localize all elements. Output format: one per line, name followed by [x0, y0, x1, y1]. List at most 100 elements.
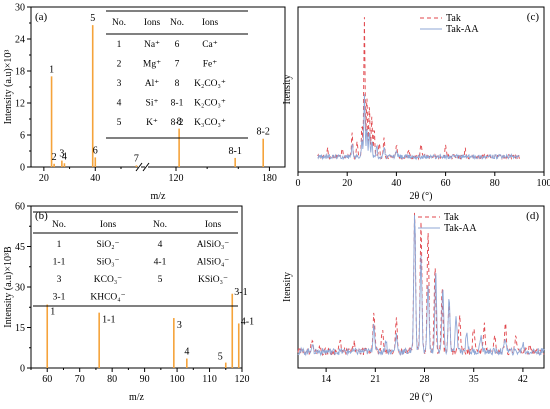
table-cell: SiO₂⁻ [96, 240, 119, 250]
table-cell: K₂CO₃⁺ [194, 79, 226, 89]
table-cell: Si⁺ [146, 99, 159, 109]
peak-label-4: 4 [184, 347, 189, 358]
x-tick-label: 21 [370, 374, 380, 385]
x-axis-label: 2θ (°) [410, 392, 433, 403]
peak-label-1: 1 [50, 307, 55, 318]
x-tick-label: 14 [321, 374, 331, 385]
y-tick-label: 24 [15, 35, 25, 46]
x-tick-label: 60 [441, 178, 451, 189]
legend-label-tak-aa: Tak-AA [444, 223, 477, 234]
x-tick-label: 42 [518, 374, 528, 385]
panel-label-b: (b) [35, 210, 48, 222]
table-cell: AlSiO₃⁻ [197, 240, 230, 250]
x-tick-label: 90 [140, 374, 150, 385]
y-tick-label: 0 [20, 163, 25, 174]
x-tick-label: 40 [90, 173, 100, 184]
axis-break-mark [142, 162, 150, 172]
table-cell: AlSiO₄⁻ [197, 258, 230, 268]
table-cell: Al⁺ [145, 79, 160, 89]
table-cell: 4 [158, 240, 163, 250]
peak-label-4: 4 [62, 151, 67, 162]
table-cell: Fe⁺ [203, 60, 218, 70]
table-cell: KCO₃⁻ [94, 275, 122, 285]
table-cell: 1 [57, 240, 62, 250]
x-tick-label: 100 [537, 178, 550, 189]
x-tick-label: 20 [39, 173, 49, 184]
panel-label-a: (a) [35, 11, 48, 23]
peak-label-5: 5 [90, 13, 95, 24]
table-header: No. [153, 220, 167, 230]
table-header: Ions [144, 18, 161, 28]
table-cell: 1 [117, 40, 122, 50]
table-header: No. [52, 220, 66, 230]
peak-label-3: 3 [59, 149, 64, 160]
table-cell: 3 [57, 275, 62, 285]
y-tick-label: 30 [15, 283, 25, 294]
peak-label-1-1: 1-1 [102, 315, 115, 326]
table-cell: K₃CO₃⁺ [194, 118, 226, 128]
table-cell: 5 [117, 118, 122, 128]
table-header: No. [112, 18, 126, 28]
axis-break-mark [135, 162, 143, 172]
y-axis-label: Intensity (a.u)×10³B [3, 246, 14, 328]
peak-label-3-1: 3-1 [234, 287, 247, 298]
table-header: No. [170, 18, 184, 28]
peak-label-7: 7 [134, 153, 139, 164]
peak-label-3: 3 [177, 320, 182, 331]
table-cell: 7 [175, 60, 180, 70]
plot-frame [297, 205, 545, 369]
peak-label-1: 1 [49, 64, 54, 75]
table-cell: Na⁺ [144, 40, 160, 50]
peak-label-4-1: 4-1 [241, 316, 254, 327]
table-cell: SiO₃⁻ [96, 258, 119, 268]
table-header: Ions [202, 18, 219, 28]
y-tick-label: 12 [15, 99, 25, 110]
table-cell: 6 [175, 40, 180, 50]
x-tick-label: 180 [262, 173, 277, 184]
y-axis-label: Itensity [282, 75, 293, 105]
table-cell: K₂CO₃⁺ [194, 99, 226, 109]
y-axis-label: Intensity (a.u)×10³ [3, 50, 14, 125]
panel-label-d: (d) [526, 210, 539, 222]
y-axis-label: Itensity [282, 272, 293, 302]
x-tick-label: 28 [420, 374, 430, 385]
peak-label-8-2: 8-2 [257, 127, 270, 138]
legend-label-tak: Tak [444, 212, 459, 223]
table-cell: 4 [117, 99, 122, 109]
x-tick-label: 100 [170, 374, 185, 385]
x-axis-label: m/z [151, 191, 167, 202]
peak-label-6: 6 [93, 145, 98, 156]
table-cell: 8-1 [171, 99, 184, 109]
table-cell: 8 [175, 79, 180, 89]
x-tick-label: 110 [202, 374, 217, 385]
y-tick-label: 0 [20, 364, 25, 375]
y-tick-label: 30 [15, 3, 25, 14]
table-cell: K⁺ [146, 118, 158, 128]
table-cell: 8-2 [171, 118, 184, 128]
plot-frame [30, 205, 243, 369]
y-tick-label: 45 [15, 242, 25, 253]
table-cell: KHCO₄⁻ [90, 293, 125, 303]
x-tick-label: 40 [391, 178, 401, 189]
table-cell: 1-1 [53, 258, 66, 268]
plot-frame [297, 6, 545, 173]
x-tick-label: 70 [75, 374, 85, 385]
x-tick-label: 80 [490, 178, 500, 189]
series-line-tak [317, 17, 520, 161]
peak-label-2: 2 [52, 152, 57, 163]
x-tick-label: 20 [342, 178, 352, 189]
x-tick-label: 120 [235, 374, 250, 385]
table-cell: 4-1 [154, 258, 167, 268]
table-cell: 2 [117, 60, 122, 70]
table-cell: Ca⁺ [202, 40, 218, 50]
table-cell: 5 [158, 275, 163, 285]
table-cell: Mg⁺ [143, 60, 161, 70]
table-cell: 3 [117, 79, 122, 89]
peak-label-5: 5 [218, 352, 223, 363]
x-axis-label: m/z [129, 392, 145, 403]
table-header: Ions [205, 220, 222, 230]
legend-label-tak-aa: Tak-AA [446, 24, 479, 35]
series-line-tak-aa [317, 94, 520, 161]
table-cell: KSiO₃⁻ [198, 275, 228, 285]
